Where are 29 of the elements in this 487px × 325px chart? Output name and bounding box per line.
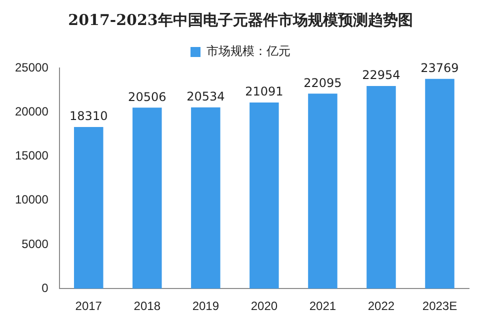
data-label: 18310 bbox=[70, 109, 108, 124]
bar bbox=[191, 107, 220, 289]
data-label: 22095 bbox=[304, 76, 342, 90]
legend-label: 市场规模：亿元 bbox=[206, 44, 290, 58]
bar bbox=[132, 108, 162, 289]
bar bbox=[366, 86, 396, 289]
x-tick-label: 2022 bbox=[368, 299, 395, 314]
data-label: 22954 bbox=[362, 68, 400, 82]
y-tick-label: 25000 bbox=[14, 60, 49, 74]
y-tick-label: 0 bbox=[42, 280, 49, 295]
bar bbox=[250, 102, 279, 289]
x-tick-label: 2021 bbox=[309, 299, 336, 314]
y-tick-label: 15000 bbox=[14, 148, 49, 163]
y-tick-label: 20000 bbox=[14, 104, 49, 118]
x-tick-label: 2023E bbox=[422, 299, 458, 314]
x-tick-label: 2018 bbox=[134, 299, 161, 314]
bar bbox=[74, 127, 104, 289]
data-label: 20534 bbox=[186, 90, 225, 104]
x-tick-label: 2017 bbox=[75, 299, 102, 314]
y-tick-label: 5000 bbox=[22, 236, 49, 251]
bar bbox=[308, 94, 338, 289]
y-tick-label: 10000 bbox=[14, 192, 49, 207]
x-tick-label: 2019 bbox=[192, 299, 220, 314]
chart-title: 2017-2023年中国电子元器件市场规模预测趋势图 bbox=[68, 10, 413, 29]
data-label: 23769 bbox=[420, 60, 459, 75]
data-label: 21091 bbox=[245, 84, 284, 99]
data-label: 20506 bbox=[128, 90, 166, 104]
x-tick-label: 2020 bbox=[250, 299, 278, 314]
bar bbox=[425, 78, 454, 289]
